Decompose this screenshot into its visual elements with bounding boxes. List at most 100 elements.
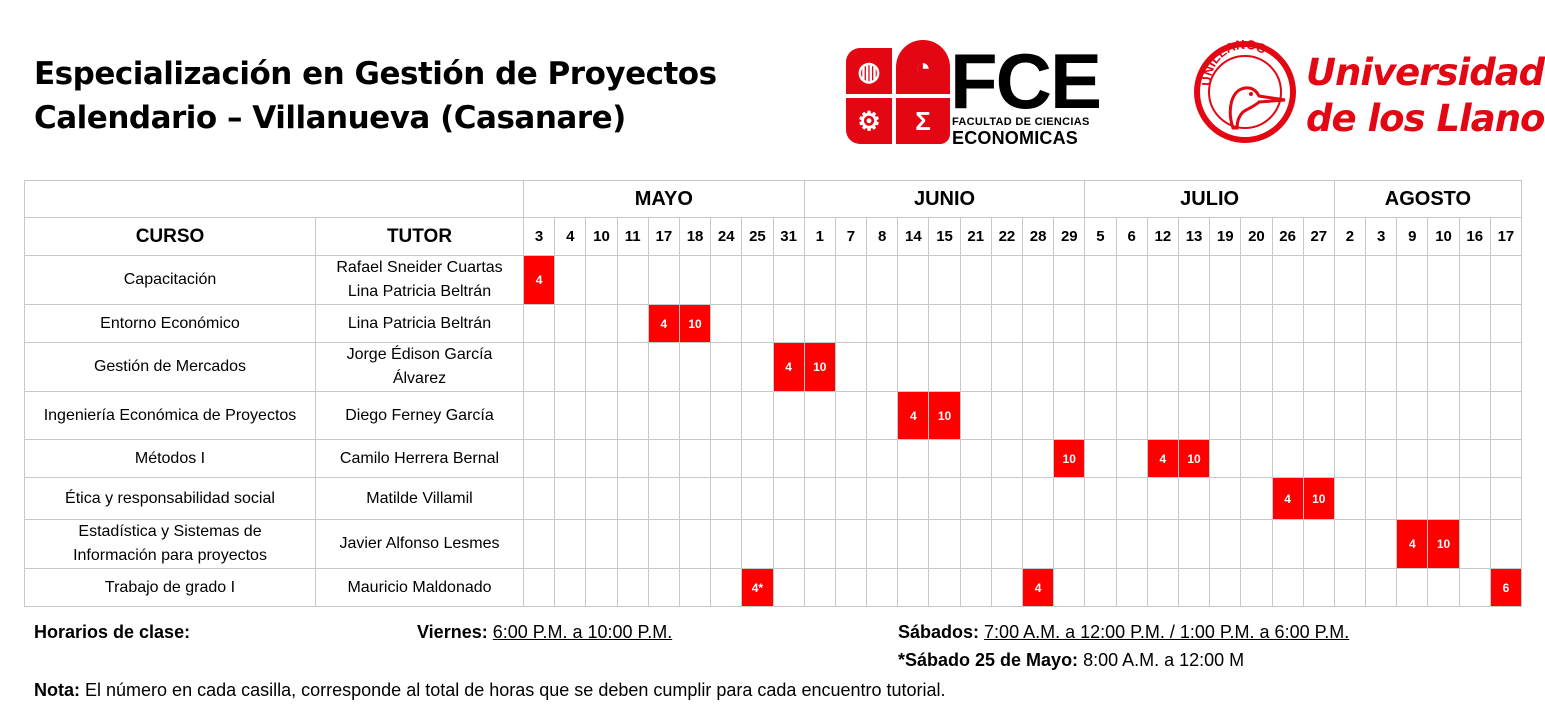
day-cell [1021,439,1055,478]
tutor-line: Matilde Villamil [366,489,473,507]
day-cell [990,304,1024,343]
day-cell [678,477,712,520]
day-cell [1021,519,1055,569]
day-cell [1302,304,1335,343]
session-hours-cell: 4 [1146,439,1179,478]
svg-text:UNILLANOS: UNILLANOS [1199,40,1269,86]
day-cell [741,304,774,343]
session-hours-cell: 4 [1021,568,1055,607]
day-cell [1053,568,1086,607]
nota: Nota: El número en cada casilla, corresp… [34,680,946,700]
day-cell [1177,255,1211,305]
day-cell [772,304,805,343]
tutor-cell: Camilo Herrera Bernal [315,439,524,478]
day-header: 18 [678,217,712,256]
tutor-line: Diego Ferney García [345,406,494,424]
day-cell [1427,255,1460,305]
tutor-line: Lina Patricia Beltrán [347,314,492,332]
day-cell [897,304,930,343]
day-cell [1021,391,1055,440]
day-cell [834,568,868,607]
course-cell: Estadística y Sistemas de Información par… [24,519,316,569]
fce-subtitle-2: ECONOMICAS [952,128,1079,148]
day-cell [647,439,680,478]
day-cell [990,255,1024,305]
day-cell [772,568,805,607]
day-cell [1240,439,1273,478]
month-header-julio: JULIO [1084,180,1335,218]
table-row: Ingeniería Económica de Proyectos Diego F… [24,391,1523,440]
day-cell [1146,391,1179,440]
day-cell [585,568,618,607]
day-cell [554,304,587,343]
day-cell [741,255,774,305]
day-cell [1084,391,1117,440]
tutor-line: Jorge Édison García [346,346,493,363]
column-header-curso: CURSO [24,217,316,256]
tutor-line: Camilo Herrera Bernal [339,449,500,467]
day-cell [585,439,618,478]
day-cell [1458,568,1491,607]
day-cell [803,439,836,478]
day-header: 2 [1333,217,1367,256]
day-cell [647,519,680,569]
day-cell [710,439,743,478]
day-cell [741,391,774,440]
day-cell [1084,519,1117,569]
day-cell [585,342,618,392]
day-cell [1302,439,1335,478]
session-hours-cell: 10 [678,304,712,343]
day-cell [741,342,774,392]
day-cell [1396,255,1429,305]
day-cell [1489,391,1523,440]
day-cell [554,477,587,520]
day-header-row: CURSO TUTOR 3 4 10 11 17 18 24 25 31 1 7 8 14 15 21 22 28 2… [24,217,1523,256]
day-cell [990,519,1024,569]
day-cell [1209,519,1242,569]
day-cell [1115,519,1148,569]
day-header: 27 [1302,217,1335,256]
table-row: Ética y responsabilidad social Matilde Vi… [24,477,1523,520]
fce-subtitle-1: FACULTAD DE CIENCIAS [952,116,1090,128]
day-cell [1427,568,1460,607]
day-cell [1209,439,1242,478]
day-cell [710,477,743,520]
day-header: 31 [772,217,805,256]
day-cell [897,255,930,305]
day-cell [866,304,899,343]
day-cell [1271,519,1304,569]
day-header: 3 [522,217,556,256]
day-cell [1240,255,1273,305]
page-title: Especialización en Gestión de Proyectos … [34,52,717,140]
day-cell [897,439,930,478]
day-cell [1115,439,1148,478]
day-header: 25 [741,217,774,256]
tutor-cell: Javier Alfonso Lesmes [315,519,524,569]
course-cell: Capacitación [24,255,316,305]
day-cell [772,255,805,305]
day-cell [959,342,992,392]
course-line: Información para proyectos [73,547,267,564]
day-cell [585,304,618,343]
day-cell [1146,342,1179,392]
day-cell [1084,304,1117,343]
day-header: 24 [710,217,743,256]
day-cell [1458,519,1491,569]
day-cell [1021,255,1055,305]
day-header: 17 [1489,217,1523,256]
gear-icon: ⚙ [846,98,892,144]
day-cell [1396,342,1429,392]
day-cell [1333,342,1367,392]
session-hours-cell: 10 [928,391,961,440]
table-row: Trabajo de grado I Mauricio Maldonado 4* 4 6 [24,568,1523,607]
session-hours-cell: 4 [897,391,930,440]
day-header: 7 [834,217,868,256]
month-header-row: MAYO JUNIO JULIO AGOSTO [24,180,1523,218]
table-row: Métodos I Camilo Herrera Bernal 10 4 10 [24,439,1523,478]
day-cell [990,439,1024,478]
day-cell [1146,519,1179,569]
day-cell [678,519,712,569]
session-hours-cell: 4 [772,342,805,392]
day-cell [1489,342,1523,392]
day-cell [1115,568,1148,607]
